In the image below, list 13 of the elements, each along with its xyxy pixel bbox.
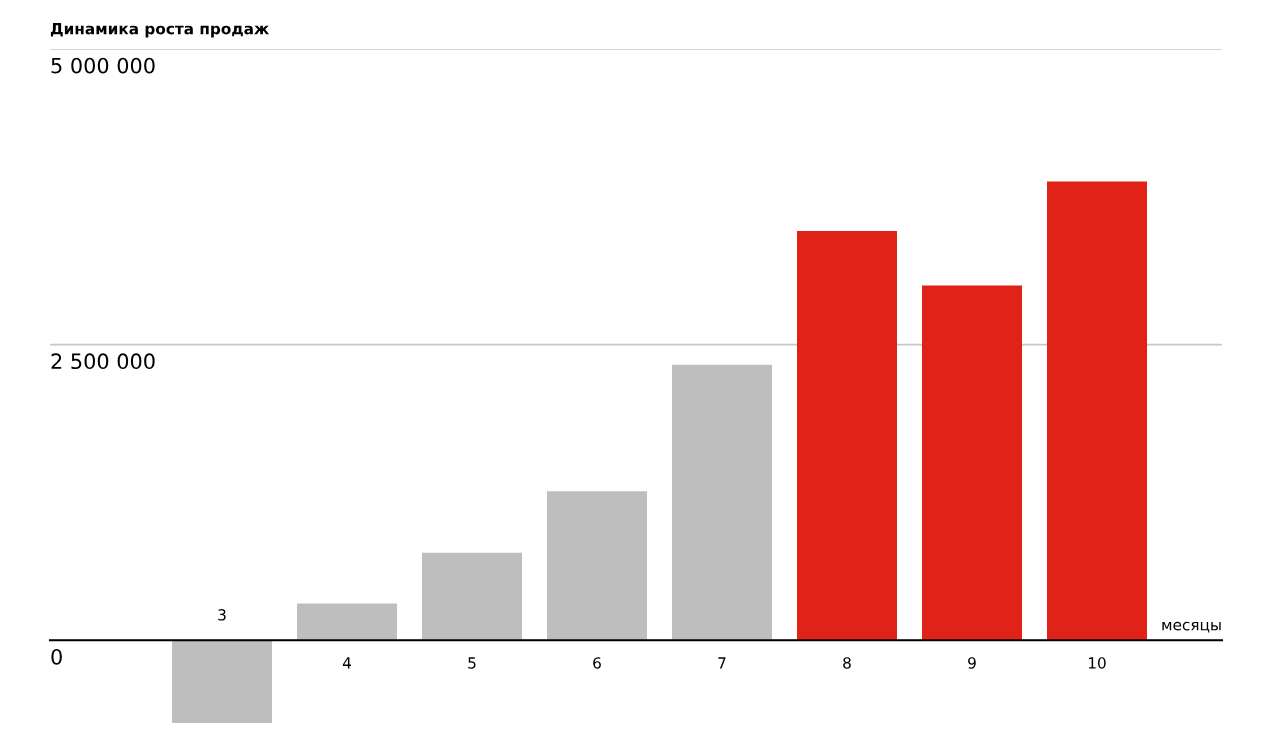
y-tick-label: 5 000 000 <box>51 57 155 74</box>
x-tick-label: 10 <box>1088 657 1106 669</box>
y-tick-label: 2 500 000 <box>51 353 155 370</box>
x-axis-title: месяцы <box>1162 621 1221 633</box>
x-tick-label: 4 <box>342 657 351 669</box>
x-tick-label: 9 <box>968 657 976 669</box>
x-tick-label: 5 <box>468 657 476 669</box>
x-tick-label: 6 <box>593 657 601 669</box>
x-tick-label: 3 <box>218 609 226 621</box>
chart-title: Динамика роста продаж <box>50 23 269 38</box>
x-tick-label: 8 <box>843 657 851 669</box>
y-tick-label: 0 <box>51 648 62 665</box>
x-tick-label: 7 <box>718 657 726 669</box>
